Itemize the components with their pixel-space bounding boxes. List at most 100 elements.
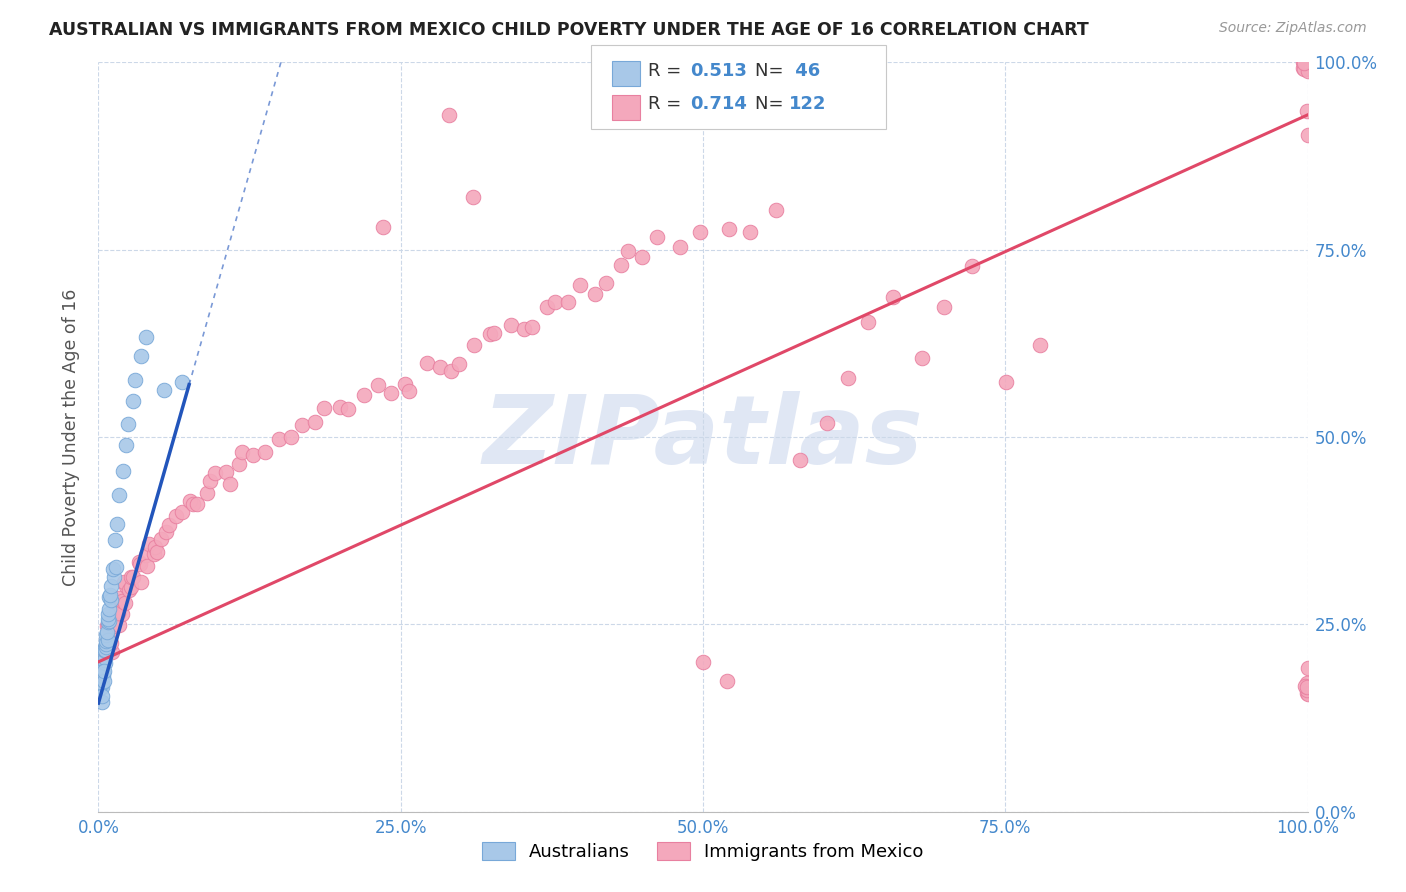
Point <box>253 445 276 459</box>
Point <box>1029 338 1052 352</box>
Point <box>1295 103 1317 118</box>
Text: AUSTRALIAN VS IMMIGRANTS FROM MEXICO CHILD POVERTY UNDER THE AGE OF 16 CORRELATI: AUSTRALIAN VS IMMIGRANTS FROM MEXICO CHI… <box>49 21 1090 38</box>
Point <box>353 388 375 402</box>
Point <box>93 653 115 667</box>
Point <box>103 615 125 630</box>
Point <box>91 675 114 690</box>
Point <box>716 673 738 688</box>
Point <box>105 605 128 619</box>
Point <box>645 230 668 244</box>
Point <box>94 633 117 648</box>
Point <box>108 488 131 502</box>
Point <box>447 357 470 371</box>
Point <box>218 477 240 491</box>
Point <box>440 363 463 377</box>
Point <box>94 656 117 670</box>
Point <box>131 575 153 590</box>
Point <box>520 320 543 334</box>
Point <box>1296 62 1319 76</box>
Point <box>100 626 122 640</box>
Point <box>595 276 617 290</box>
Point <box>91 669 114 683</box>
Point <box>142 547 165 561</box>
Point <box>204 466 226 480</box>
Point <box>146 545 169 559</box>
Point <box>100 593 122 607</box>
Point <box>170 504 193 518</box>
Point <box>815 416 838 430</box>
Point <box>96 638 118 652</box>
Point <box>740 225 762 239</box>
Point <box>482 326 505 340</box>
Point <box>1295 60 1317 74</box>
Point <box>101 619 124 633</box>
Point <box>416 356 439 370</box>
Point <box>107 607 129 621</box>
Point <box>934 300 956 314</box>
Point <box>1291 55 1313 70</box>
Point <box>367 378 389 392</box>
Point <box>136 558 159 573</box>
Point <box>97 633 120 648</box>
Point <box>304 415 326 429</box>
Point <box>135 330 157 344</box>
Point <box>111 594 134 608</box>
Point <box>91 680 114 694</box>
Point <box>1296 55 1319 70</box>
Point <box>153 383 176 397</box>
Point <box>1296 675 1319 690</box>
Point <box>121 393 143 408</box>
Point <box>118 582 141 597</box>
Text: 46: 46 <box>789 62 820 79</box>
Point <box>1295 680 1317 694</box>
Point <box>100 636 122 650</box>
Point <box>94 637 117 651</box>
Text: 122: 122 <box>789 95 827 113</box>
Point <box>94 640 117 654</box>
Point <box>90 695 112 709</box>
Point <box>557 295 579 310</box>
Point <box>96 619 118 633</box>
Point <box>1292 61 1315 75</box>
Point <box>911 351 934 366</box>
Point <box>463 190 485 204</box>
Point <box>1296 64 1319 78</box>
Point <box>100 579 122 593</box>
Point <box>689 225 711 239</box>
Point <box>115 579 138 593</box>
Text: R =: R = <box>648 62 688 79</box>
Point <box>94 628 117 642</box>
Point <box>93 643 115 657</box>
Point <box>1295 683 1317 698</box>
Point <box>98 615 121 629</box>
Point <box>170 375 193 389</box>
Point <box>114 575 136 590</box>
Y-axis label: Child Poverty Under the Age of 16: Child Poverty Under the Age of 16 <box>62 288 80 586</box>
Point <box>856 315 879 329</box>
Point <box>104 533 127 547</box>
Point <box>1296 661 1319 675</box>
Point <box>120 570 142 584</box>
Point <box>138 536 160 550</box>
Point <box>242 448 264 462</box>
Point <box>789 453 811 467</box>
Point <box>765 203 787 218</box>
Text: N=: N= <box>755 62 789 79</box>
Point <box>1296 60 1319 74</box>
Point <box>96 639 118 653</box>
Point <box>98 632 121 646</box>
Text: N=: N= <box>755 95 789 113</box>
Point <box>111 607 134 621</box>
Point <box>98 590 121 604</box>
Point <box>91 651 114 665</box>
Point <box>117 417 139 432</box>
Point <box>94 640 117 655</box>
Text: Source: ZipAtlas.com: Source: ZipAtlas.com <box>1219 21 1367 35</box>
Point <box>129 558 152 572</box>
Point <box>478 326 501 341</box>
Point <box>569 278 592 293</box>
Point <box>692 655 714 669</box>
Point <box>124 373 146 387</box>
Point <box>93 641 115 656</box>
Point <box>93 664 115 678</box>
